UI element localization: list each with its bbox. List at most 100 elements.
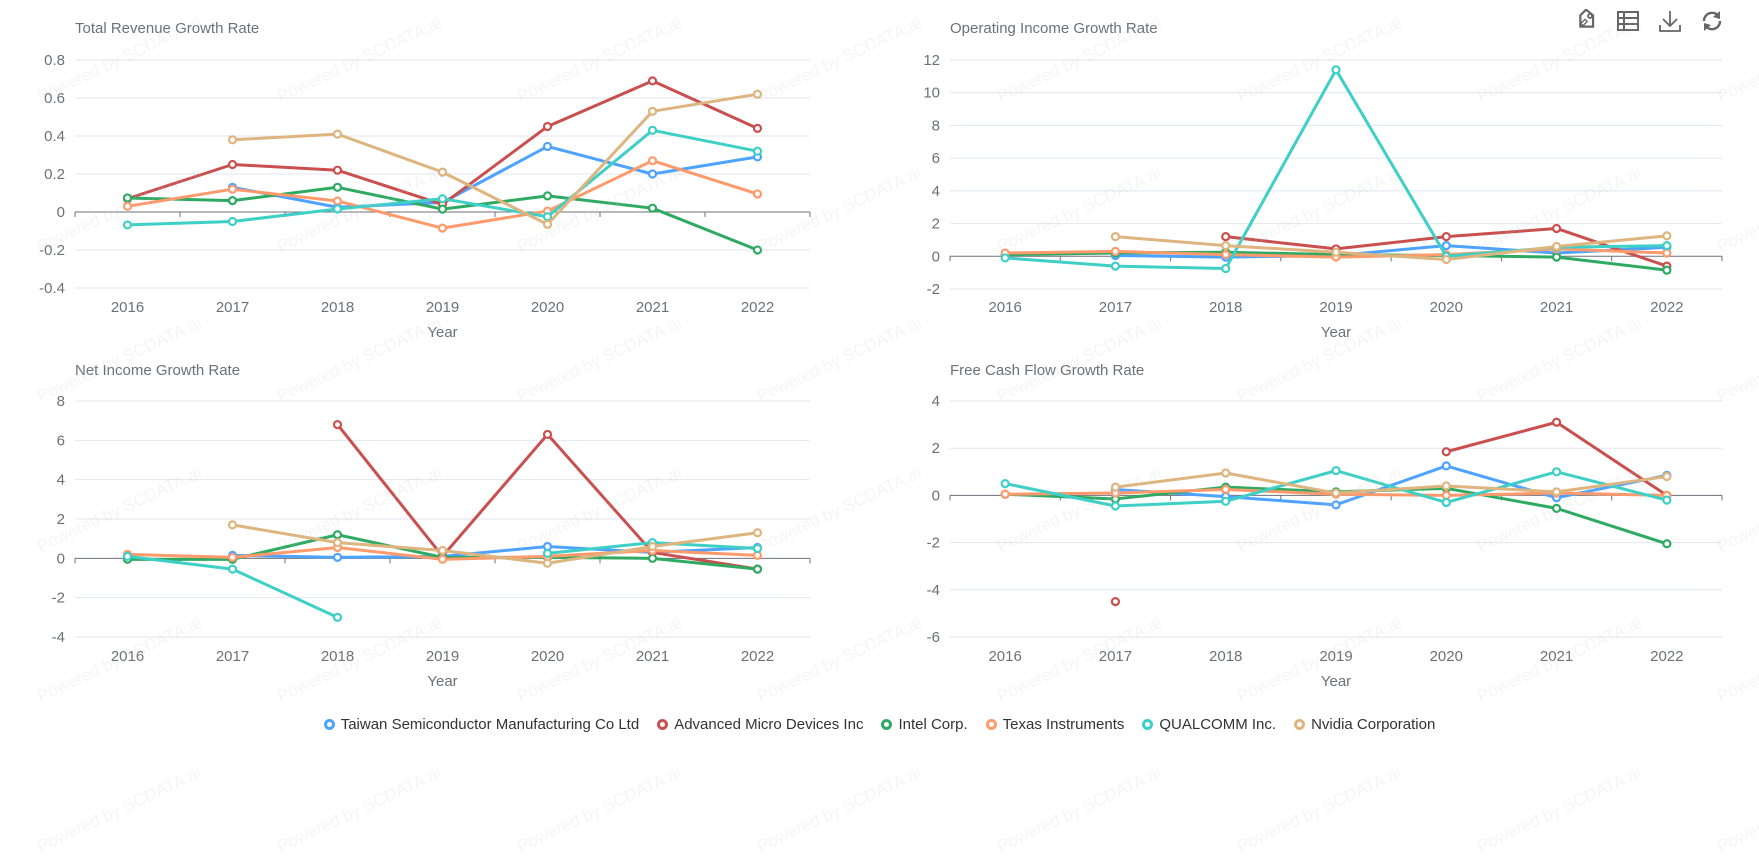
y-tick-label: 0 xyxy=(932,487,940,504)
chart-title: Free Cash Flow Growth Rate xyxy=(950,362,1144,379)
x-tick-label: 2018 xyxy=(1209,299,1242,316)
data-point xyxy=(437,545,448,556)
legend-marker-icon xyxy=(657,719,669,730)
data-point xyxy=(1441,497,1451,508)
y-tick-label: 0 xyxy=(932,248,940,265)
series-advanced-micro-devices-inc xyxy=(1110,417,1672,607)
series-line xyxy=(1115,244,1667,259)
data-point xyxy=(542,121,553,132)
series-nvidia-corporation xyxy=(227,520,763,568)
x-tick-label: 2022 xyxy=(741,299,774,316)
data-point xyxy=(437,223,448,233)
data-point xyxy=(227,135,238,145)
legend-item-nvidia[interactable]: Nvidia Corporation xyxy=(1294,716,1435,733)
legend-marker-icon xyxy=(1142,719,1154,730)
mark-button[interactable] xyxy=(1573,8,1599,34)
legend: Taiwan Semiconductor Manufacturing Co Lt… xyxy=(0,716,1759,733)
legend-label: Taiwan Semiconductor Manufacturing Co Lt… xyxy=(340,716,640,733)
series-line xyxy=(1115,234,1668,262)
x-tick-label: 2016 xyxy=(111,648,144,665)
data-point xyxy=(1110,501,1121,511)
legend-item-qualcomm[interactable]: QUALCOMM Inc. xyxy=(1142,716,1276,733)
data-point xyxy=(1441,490,1451,500)
restore-button[interactable] xyxy=(1699,8,1725,34)
y-tick-label: -2 xyxy=(927,281,940,298)
data-point xyxy=(752,123,763,133)
data-point xyxy=(1331,500,1341,510)
x-tick-label: 2020 xyxy=(1430,648,1463,665)
data-point xyxy=(332,204,343,214)
y-tick-label: 0.2 xyxy=(44,166,65,183)
y-tick-label: -4 xyxy=(52,629,65,646)
data-point xyxy=(1000,479,1010,489)
data-point xyxy=(1551,487,1562,497)
chart-toolbox xyxy=(1573,8,1725,34)
data-view-icon xyxy=(1617,11,1639,31)
x-tick-label: 2017 xyxy=(1099,299,1132,316)
data-point xyxy=(542,558,553,568)
chart-free-cash-flow-growth: Free Cash Flow Growth Rate -6 -4 -2 0 2 4 2016 2… xyxy=(927,362,1723,690)
x-tick-label: 2022 xyxy=(1650,299,1683,316)
data-point xyxy=(647,541,658,552)
data-point xyxy=(1221,250,1231,260)
data-point xyxy=(1110,596,1121,607)
x-axis-name: Year xyxy=(1321,673,1351,690)
y-tick-label: 8 xyxy=(57,393,65,410)
watermark-text: Powered by SCDATA.ai xyxy=(754,763,925,856)
series-line xyxy=(232,144,758,209)
data-point xyxy=(1551,467,1562,477)
legend-item-intel[interactable]: Intel Corp. xyxy=(881,716,968,733)
legend-item-texas-instruments[interactable]: Texas Instruments xyxy=(985,716,1124,733)
data-point xyxy=(332,182,343,192)
y-tick-label: 0.8 xyxy=(44,52,65,69)
x-tick-label: 2019 xyxy=(1319,648,1352,665)
series-nvidia-corporation xyxy=(1110,231,1672,265)
watermark-text: Powered by SCDATA.ai xyxy=(1714,763,1759,856)
x-tick-label: 2021 xyxy=(1540,648,1573,665)
series-nvidia-corporation xyxy=(1110,468,1672,498)
legend-marker-icon xyxy=(1294,719,1306,730)
save-image-button[interactable] xyxy=(1657,8,1683,34)
data-point xyxy=(752,528,763,538)
data-point xyxy=(1000,489,1010,499)
legend-item-amd[interactable]: Advanced Micro Devices Inc xyxy=(657,716,863,733)
x-tick-label: 2021 xyxy=(636,648,669,665)
data-point xyxy=(1441,254,1451,265)
x-tick-label: 2017 xyxy=(216,648,249,665)
data-point xyxy=(437,167,448,177)
legend-label: Intel Corp. xyxy=(898,716,968,733)
data-point xyxy=(122,193,133,203)
data-point xyxy=(227,184,238,194)
data-point xyxy=(1221,241,1231,251)
x-tick-label: 2020 xyxy=(1430,299,1463,316)
data-view-button[interactable] xyxy=(1615,8,1641,34)
data-point xyxy=(122,551,133,561)
data-point xyxy=(1110,246,1121,256)
y-tick-label: 4 xyxy=(57,472,65,489)
x-tick-label: 2019 xyxy=(426,648,459,665)
series-line xyxy=(232,92,758,226)
watermark-text: Powered by SCDATA.ai xyxy=(994,763,1165,856)
y-tick-label: 12 xyxy=(923,52,940,69)
chart-title: Operating Income Growth Rate xyxy=(950,20,1158,37)
series-intel-corp- xyxy=(122,182,763,255)
data-point xyxy=(332,612,343,622)
data-point xyxy=(752,245,763,255)
x-axis-name: Year xyxy=(1321,324,1351,341)
x-axis-name: Year xyxy=(427,673,457,690)
data-point xyxy=(1662,471,1672,482)
x-tick-label: 2016 xyxy=(988,299,1021,316)
x-tick-label: 2016 xyxy=(988,648,1021,665)
y-tick-label: 0 xyxy=(57,550,65,567)
data-point xyxy=(542,548,553,559)
legend-item-tsmc[interactable]: Taiwan Semiconductor Manufacturing Co Lt… xyxy=(323,716,640,733)
data-point xyxy=(1551,417,1562,427)
data-point xyxy=(542,191,553,201)
data-point xyxy=(1331,466,1341,476)
data-point xyxy=(332,420,343,430)
data-point xyxy=(1662,231,1672,241)
y-tick-label: -2 xyxy=(927,535,940,552)
data-point xyxy=(752,89,763,99)
data-point xyxy=(1441,461,1451,471)
y-tick-label: 0.6 xyxy=(44,90,65,107)
